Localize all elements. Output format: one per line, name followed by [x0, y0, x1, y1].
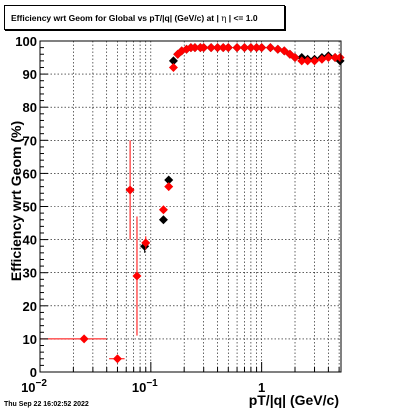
data-point [323, 53, 333, 63]
axes: 0 10 20 30 40 50 60 70 80 90 100 10−2 10−1 1 [15, 34, 340, 395]
x-tick-label: 10−2 [21, 378, 47, 395]
y-tick-label: 60 [23, 166, 37, 181]
y-tick-label: 40 [23, 233, 37, 248]
data-point [246, 43, 256, 53]
data-point [252, 43, 262, 53]
data-point [199, 43, 209, 53]
data-point [168, 62, 178, 72]
data-point [239, 43, 249, 53]
data-point [164, 182, 174, 192]
data-point [273, 44, 283, 54]
data-point [141, 238, 151, 248]
data-point [290, 53, 300, 63]
data-point [79, 334, 89, 344]
series-layer [40, 43, 345, 364]
data-point [265, 43, 275, 53]
y-tick-label: 30 [23, 266, 37, 281]
y-tick-label: 10 [23, 332, 37, 347]
x-tick-label: 10−1 [132, 378, 158, 395]
title-eta: η [221, 14, 227, 24]
data-point [297, 56, 307, 66]
data-point [132, 271, 142, 281]
data-point [158, 205, 168, 215]
y-tick-label: 70 [23, 133, 37, 148]
data-point [206, 43, 216, 53]
data-point [257, 43, 267, 53]
data-point [330, 53, 340, 63]
data-point [112, 354, 122, 364]
data-point [310, 56, 320, 66]
data-point [218, 43, 228, 53]
timestamp: Thu Sep 22 16:02:52 2022 [4, 401, 89, 408]
title-suffix: | <= 1.0 [228, 13, 258, 23]
data-point [213, 43, 223, 53]
y-tick-label: 90 [23, 67, 37, 82]
data-point [158, 215, 168, 225]
y-axis-label: Efficiency wrt Geom (%) [8, 121, 24, 281]
title-prefix: Efficiency wrt Geom for Global vs pT/|q|… [11, 13, 219, 23]
data-point [303, 56, 313, 66]
y-tick-label: 20 [23, 299, 37, 314]
series-1 [40, 43, 345, 364]
y-tick-label: 0 [30, 365, 37, 380]
y-tick-label: 100 [15, 34, 37, 49]
data-point [190, 43, 200, 53]
data-point [335, 53, 345, 63]
data-point [317, 54, 327, 64]
x-axis-label: pT/|q| (GeV/c) [249, 392, 339, 408]
data-point [232, 43, 242, 53]
y-tick-label: 80 [23, 100, 37, 115]
y-tick-label: 50 [23, 200, 37, 215]
data-point [164, 175, 174, 185]
data-point [168, 56, 178, 66]
chart-title: Efficiency wrt Geom for Global vs pT/|q|… [4, 5, 285, 30]
data-point [125, 185, 135, 195]
data-point [223, 43, 233, 53]
grid-lines [40, 41, 341, 372]
series-0 [140, 43, 345, 253]
x-tick-label: 1 [258, 380, 265, 395]
